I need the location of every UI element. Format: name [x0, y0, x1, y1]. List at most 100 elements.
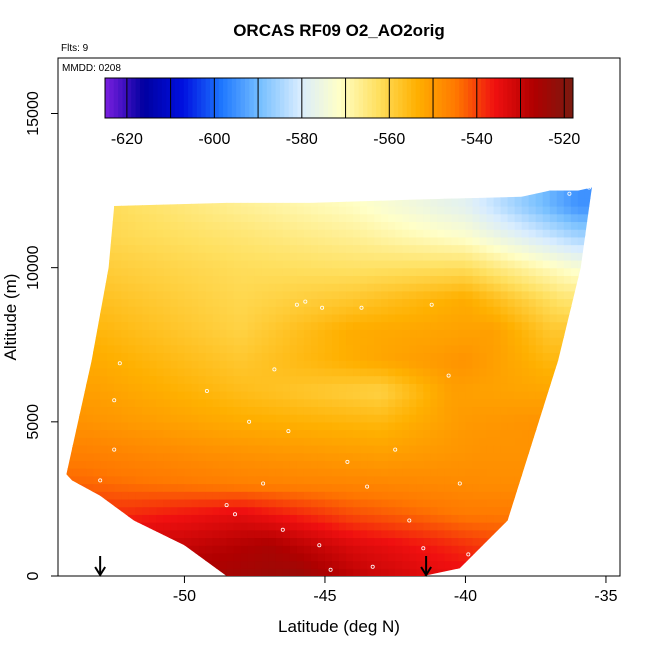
heatmap-cell: [303, 213, 312, 223]
heatmap-cell: [86, 514, 94, 523]
colorbar-swatch: [520, 78, 526, 118]
heatmap-cell: [100, 391, 108, 400]
heatmap-cell: [177, 313, 186, 323]
heatmap-cell: [535, 337, 544, 346]
heatmap-cell: [570, 252, 579, 261]
heatmap-cell: [549, 414, 558, 423]
heatmap-cell: [542, 421, 551, 431]
heatmap-cell: [310, 452, 319, 461]
heatmap-cell: [170, 298, 179, 307]
heatmap-cell: [500, 506, 509, 515]
heatmap-cell: [310, 190, 319, 199]
heatmap-cell: [444, 498, 452, 508]
heatmap-cell: [310, 267, 319, 276]
heatmap-cell: [128, 522, 136, 531]
heatmap-cell: [542, 498, 551, 508]
heatmap-cell: [493, 337, 502, 346]
heatmap-cell: [367, 252, 375, 261]
heatmap-cell: [529, 175, 537, 183]
heatmap-cell: [416, 514, 424, 523]
heatmap-cell: [339, 391, 347, 400]
heatmap-cell: [388, 206, 396, 215]
heatmap-cell: [177, 522, 186, 531]
heatmap-cell: [317, 337, 326, 346]
heatmap-cell: [282, 283, 291, 292]
heatmap-cell: [388, 290, 396, 300]
heatmap-cell: [416, 252, 424, 261]
heatmap-cell: [563, 483, 572, 492]
heatmap-cell: [170, 259, 179, 269]
heatmap-cell: [198, 213, 207, 223]
heatmap-cell: [388, 429, 396, 438]
heatmap-cell: [430, 367, 438, 377]
heatmap-cell: [86, 321, 94, 330]
heatmap-cell: [535, 244, 544, 253]
heatmap-field: [66, 175, 607, 576]
heatmap-cell: [79, 460, 87, 469]
heatmap-cell: [556, 552, 565, 562]
heatmap-cell: [479, 375, 488, 384]
heatmap-cell: [521, 229, 530, 238]
heatmap-cell: [72, 236, 80, 246]
heatmap-cell: [184, 190, 193, 199]
heatmap-cell: [549, 344, 558, 354]
heatmap-cell: [430, 190, 438, 199]
heatmap-cell: [128, 244, 136, 253]
heatmap-cell: [317, 259, 326, 269]
heatmap-cell: [128, 267, 136, 276]
heatmap-cell: [507, 522, 516, 531]
heatmap-cell: [584, 444, 592, 454]
heatmap-cell: [205, 375, 214, 384]
heatmap-cell: [226, 429, 235, 438]
heatmap-cell: [247, 429, 256, 438]
heatmap-cell: [528, 352, 537, 361]
heatmap-cell: [331, 529, 340, 539]
heatmap-cell: [528, 491, 537, 500]
heatmap-cell: [500, 552, 509, 562]
heatmap-cell: [507, 383, 516, 392]
heatmap-cell: [177, 383, 186, 392]
heatmap-cell: [500, 321, 509, 330]
heatmap-cell: [156, 545, 164, 554]
heatmap-cell: [465, 522, 474, 531]
heatmap-cell: [198, 522, 207, 531]
heatmap-cell: [268, 337, 277, 346]
heatmap-cell: [381, 329, 389, 338]
heatmap-cell: [317, 252, 326, 261]
heatmap-cell: [479, 298, 488, 307]
heatmap-cell: [184, 429, 193, 438]
heatmap-cell: [310, 483, 319, 492]
heatmap-cell: [500, 337, 509, 346]
heatmap-cell: [458, 367, 467, 377]
heatmap-cell: [156, 344, 164, 354]
heatmap-cell: [599, 337, 607, 345]
heatmap-cell: [198, 206, 207, 215]
heatmap-cell: [507, 398, 516, 408]
heatmap-cell: [219, 398, 228, 408]
heatmap-cell: [577, 306, 586, 315]
heatmap-cell: [563, 298, 572, 307]
heatmap-cell: [114, 522, 122, 531]
heatmap-cell: [388, 198, 396, 207]
heatmap-cell: [240, 522, 249, 531]
heatmap-cell: [198, 187, 207, 192]
heatmap-cell: [289, 537, 298, 546]
heatmap-cell: [100, 252, 108, 261]
heatmap-cell: [233, 198, 242, 207]
heatmap-cell: [254, 236, 263, 246]
heatmap-cell: [437, 221, 445, 230]
heatmap-cell: [409, 175, 417, 183]
heatmap-cell: [550, 175, 558, 183]
colorbar-swatch: [170, 78, 176, 118]
heatmap-cell: [360, 236, 368, 246]
heatmap-cell: [128, 545, 136, 554]
heatmap-cell: [339, 229, 347, 238]
heatmap-cell: [465, 468, 474, 477]
heatmap-cell: [592, 445, 600, 453]
heatmap-cell: [135, 321, 143, 330]
heatmap-cell: [212, 344, 221, 354]
heatmap-cell: [135, 537, 143, 546]
heatmap-cell: [254, 460, 263, 469]
heatmap-cell: [177, 529, 186, 539]
heatmap-cell: [72, 537, 80, 546]
